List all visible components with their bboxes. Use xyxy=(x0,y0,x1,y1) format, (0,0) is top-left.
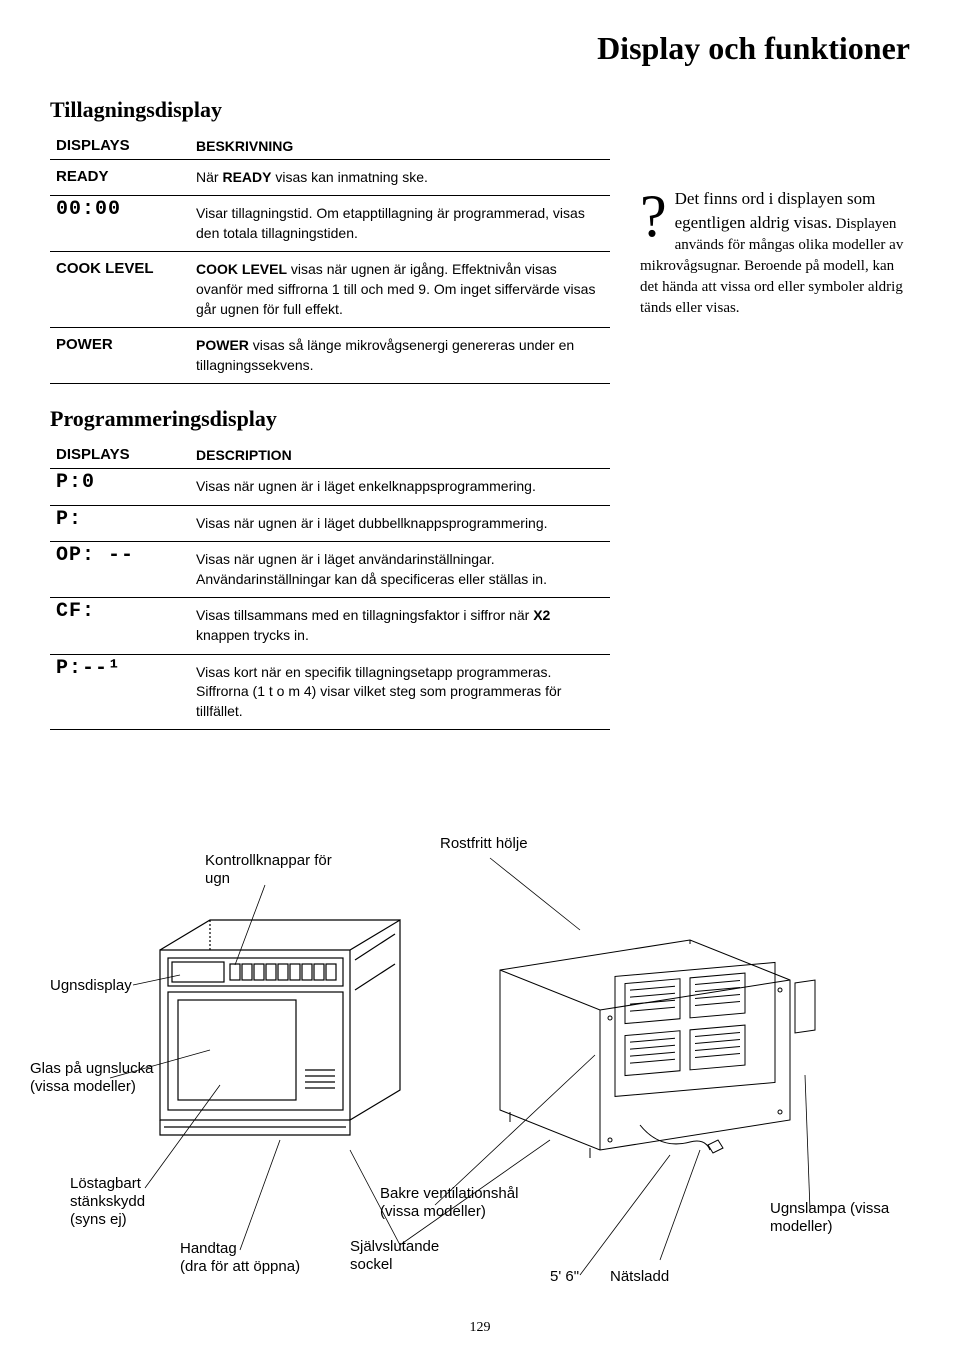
label-kontroll: Kontrollknappar för ugn xyxy=(205,852,335,888)
display-code: P:--¹ xyxy=(50,654,190,730)
display-desc: Visas när ugnen är i läget dubbellknapps… xyxy=(190,505,610,542)
col-desc: BESKRIVNING xyxy=(190,129,610,159)
display-desc: COOK LEVEL visas när ugnen är igång. Eff… xyxy=(190,252,610,328)
display-desc: När READY visas kan inmatning ske. xyxy=(190,159,610,196)
display-code: 00:00 xyxy=(50,196,190,252)
info-note: ? Det finns ord i displayen som egentlig… xyxy=(640,187,910,319)
display-code: CF: xyxy=(50,598,190,654)
display-code: P:0 xyxy=(50,468,190,505)
question-mark-icon: ? xyxy=(640,195,667,237)
label-natsladd: Nätsladd xyxy=(610,1268,669,1286)
page-title: Display och funktioner xyxy=(50,30,910,67)
display-desc: Visas när ugnen är i läget enkelknappspr… xyxy=(190,468,610,505)
label-ugnsdisplay: Ugnsdisplay xyxy=(50,977,132,995)
display-code: READY xyxy=(50,159,190,196)
display-table-2: DISPLAYS DESCRIPTION P:0Visas när ugnen … xyxy=(50,438,610,730)
display-desc: Visas när ugnen är i läget användarinstä… xyxy=(190,542,610,598)
display-desc: Visar tillagningstid. Om etapptillagning… xyxy=(190,196,610,252)
label-handtag: Handtag (dra för att öppna) xyxy=(180,1240,330,1276)
display-desc: Visas tillsammans med en tillagningsfakt… xyxy=(190,598,610,654)
display-code: POWER xyxy=(50,328,190,384)
page-number: 129 xyxy=(0,1320,960,1336)
label-rostfritt: Rostfritt hölje xyxy=(440,835,528,853)
display-code: COOK LEVEL xyxy=(50,252,190,328)
label-5-6: 5' 6" xyxy=(550,1268,579,1286)
label-lostagbart: Löstagbart stänkskydd (syns ej) xyxy=(70,1175,170,1229)
label-glas: Glas på ugnslucka (vissa modeller) xyxy=(30,1060,160,1096)
display-desc: Visas kort när en specifik tillagningset… xyxy=(190,654,610,730)
col-displays: DISPLAYS xyxy=(50,438,190,468)
label-sjalv: Självslutande sockel xyxy=(350,1238,460,1274)
label-ugnslampa: Ugnslampa (vissa modeller) xyxy=(770,1200,900,1236)
display-code: P: xyxy=(50,505,190,542)
oven-diagram: Rostfritt hölje Kontrollknappar för ugn … xyxy=(50,830,910,1300)
section-title-2: Programmeringsdisplay xyxy=(50,406,610,432)
section-title-1: Tillagningsdisplay xyxy=(50,97,610,123)
col-desc: DESCRIPTION xyxy=(190,438,610,468)
label-bakre: Bakre ventilationshål (vissa modeller) xyxy=(380,1185,550,1221)
col-displays: DISPLAYS xyxy=(50,129,190,159)
display-table-1: DISPLAYS BESKRIVNING READYNär READY visa… xyxy=(50,129,610,384)
display-desc: POWER visas så länge mikrovågsenergi gen… xyxy=(190,328,610,384)
display-code: OP: -- xyxy=(50,542,190,598)
